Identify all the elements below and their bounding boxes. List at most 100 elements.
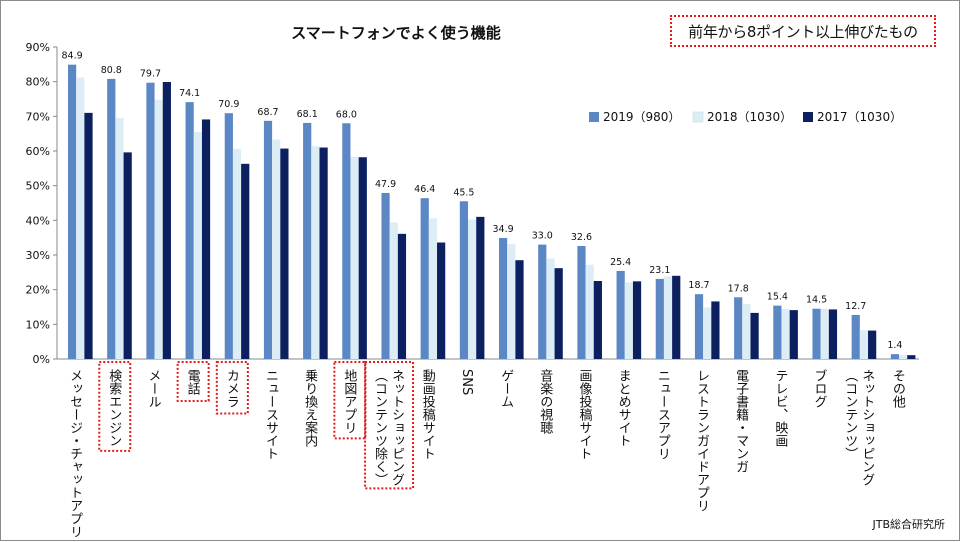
bar — [476, 216, 485, 359]
bar-marks — [68, 64, 916, 360]
bar — [851, 314, 860, 359]
highlight-boxes — [98, 361, 415, 490]
x-tick-label: 地図アプリ — [341, 369, 357, 434]
x-tick-label-text: ニュースサイト — [263, 369, 278, 460]
data-label: 12.7 — [845, 301, 866, 312]
x-tick-label: まとめサイト — [616, 369, 631, 447]
x-tick-label-text: （コンテンツ除く） — [372, 369, 388, 486]
bar — [750, 312, 759, 359]
bar — [734, 297, 743, 359]
data-label: 80.8 — [101, 65, 122, 76]
bar — [663, 276, 673, 359]
x-tick-label-text: 乗り換え案内 — [302, 369, 318, 448]
data-label: 23.1 — [649, 265, 670, 276]
bar — [437, 242, 446, 359]
data-label: 18.7 — [688, 280, 709, 291]
bar — [224, 113, 233, 359]
x-tick-label-text: 電子書籍・マンガ — [733, 369, 749, 473]
bar — [232, 148, 242, 359]
x-tick-label-text: まとめサイト — [616, 369, 631, 447]
x-tick-label: ネットショッピング（コンテンツ除く） — [372, 369, 405, 486]
data-label: 46.4 — [414, 184, 435, 195]
bar — [272, 139, 281, 359]
x-tick-label: 動画投稿サイト — [420, 369, 436, 460]
bar — [319, 147, 328, 359]
bar — [76, 77, 85, 360]
bar — [193, 131, 202, 359]
x-tick-labels: メッセージ・チャットアプリ 検索エンジン メール 電話 カメラ ニュースサイト 乗り換え案内… — [67, 368, 905, 538]
data-label: 45.5 — [453, 187, 474, 198]
data-label: 84.9 — [62, 51, 83, 62]
data-label: 33.0 — [532, 231, 553, 242]
bar — [311, 146, 320, 359]
bar — [624, 282, 633, 359]
bar — [397, 233, 407, 359]
bar — [68, 64, 77, 360]
x-tick-label-text: 検索エンジン — [106, 369, 122, 447]
bar — [890, 354, 900, 359]
bar — [812, 308, 821, 359]
x-tick-label: 音楽の視聴 — [537, 368, 553, 434]
source-credit: JTB総合研究所 — [872, 518, 945, 531]
data-label: 68.7 — [257, 107, 278, 118]
bar — [711, 301, 720, 359]
highlight-box — [215, 361, 249, 415]
bar — [781, 309, 790, 359]
x-tick-label: ニュースサイト — [263, 369, 278, 460]
legend-swatch — [589, 112, 599, 122]
legend: 2019（980） 2018（1030） 2017（1030） — [589, 110, 902, 124]
bar — [84, 112, 93, 359]
x-tick-label: ゲーム — [498, 369, 514, 408]
x-tick-label-text: （コンテンツ） — [842, 369, 858, 460]
x-tick-label-text: SNS — [459, 369, 474, 395]
y-tick-label: 0% — [33, 353, 50, 366]
bar — [632, 281, 642, 359]
y-tick-label: 40% — [26, 214, 50, 227]
x-tick-label-text: ネットショッピング — [859, 369, 875, 486]
x-tick-label-text: その他 — [890, 369, 906, 409]
x-tick-label: テレビ、映画 — [772, 369, 788, 447]
legend-label: 2017（1030） — [817, 110, 902, 124]
x-tick-label-text: レストランガイドアプリ — [694, 369, 709, 512]
bar — [546, 258, 555, 359]
x-tick-label-text: カメラ — [224, 369, 239, 408]
x-tick-label-text: 音楽の視聴 — [537, 368, 553, 434]
x-tick-label: 画像投稿サイト — [576, 369, 592, 460]
x-tick-label-text: 動画投稿サイト — [420, 369, 436, 460]
x-tick-label-text: 電話 — [185, 369, 201, 395]
legend-label: 2018（1030） — [707, 110, 792, 124]
y-tick-label: 50% — [26, 180, 50, 193]
bar — [115, 118, 124, 359]
data-label: 1.4 — [887, 340, 902, 351]
x-tick-label-text: テレビ、映画 — [772, 369, 788, 447]
highlight-note: 前年から8ポイント以上伸びたもの — [670, 15, 936, 47]
data-label: 25.4 — [610, 257, 631, 268]
bar — [703, 307, 712, 359]
data-label: 47.9 — [375, 179, 396, 190]
bar — [428, 218, 438, 359]
bar — [241, 163, 250, 359]
x-tick-label-text: ブログ — [812, 368, 828, 408]
y-tick-label: 90% — [26, 41, 50, 54]
data-label: 68.0 — [336, 109, 357, 120]
highlight-box — [364, 361, 415, 490]
bar — [789, 310, 798, 359]
x-tick-label: 電話 — [185, 369, 201, 395]
bar — [899, 354, 908, 359]
data-label: 68.1 — [297, 109, 318, 120]
bar — [459, 201, 469, 359]
x-tick-label-text: メッセージ・チャットアプリ — [67, 369, 83, 538]
chart-title: スマートフォンでよく使う機能 — [291, 24, 501, 42]
x-tick-label: レストランガイドアプリ — [694, 369, 709, 512]
x-tick-label-text: 地図アプリ — [341, 369, 357, 434]
x-tick-label: メール — [145, 369, 160, 408]
bar — [672, 275, 681, 359]
data-labels: 84.9 80.8 79.7 74.1 70.9 68.7 68.1 68.0 47.9 46.4… — [62, 51, 903, 351]
bar — [146, 82, 155, 359]
bar — [280, 148, 289, 359]
x-tick-label: その他 — [890, 369, 906, 409]
bar — [420, 198, 429, 359]
y-tick-label: 30% — [26, 249, 50, 262]
